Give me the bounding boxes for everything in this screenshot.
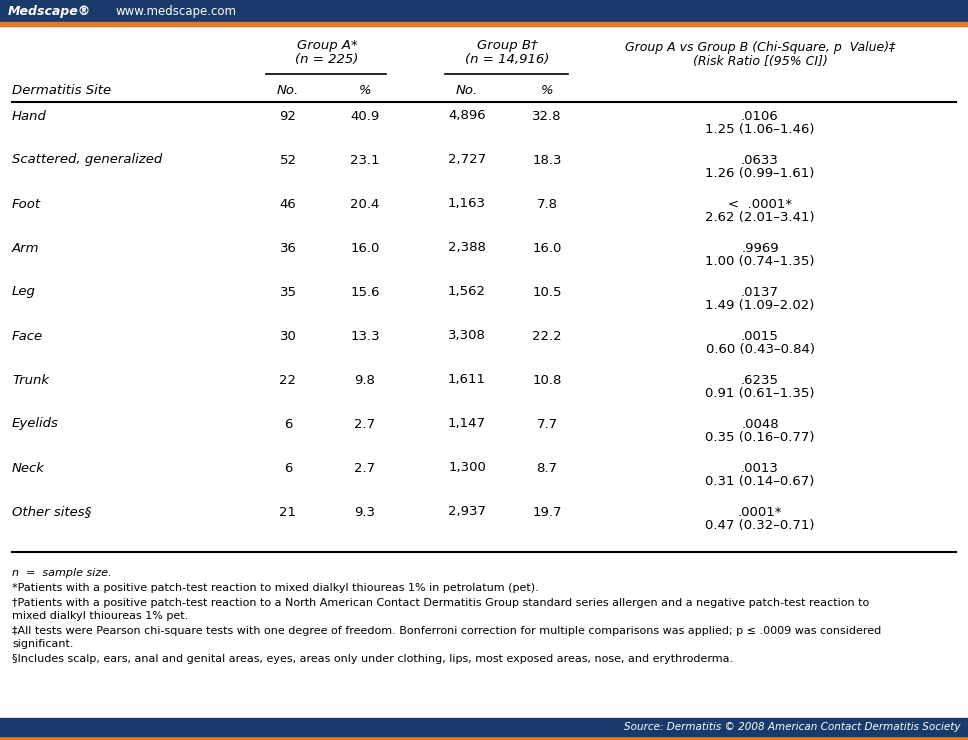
Text: 0.60 (0.43–0.84): 0.60 (0.43–0.84) xyxy=(706,343,814,357)
Text: 9.8: 9.8 xyxy=(354,374,376,386)
Text: 16.0: 16.0 xyxy=(350,241,379,255)
Text: n  =  sample size.: n = sample size. xyxy=(12,568,111,578)
Text: Eyelids: Eyelids xyxy=(12,417,59,431)
Text: Scattered, generalized: Scattered, generalized xyxy=(12,153,163,166)
Text: 19.7: 19.7 xyxy=(532,505,561,519)
Text: 46: 46 xyxy=(280,198,296,210)
Text: 2,937: 2,937 xyxy=(448,505,486,519)
Text: 9.3: 9.3 xyxy=(354,505,376,519)
Text: .9969: .9969 xyxy=(741,241,779,255)
Text: 2.7: 2.7 xyxy=(354,417,376,431)
Text: 1,163: 1,163 xyxy=(448,198,486,210)
Text: 13.3: 13.3 xyxy=(350,329,379,343)
Text: 23.1: 23.1 xyxy=(350,153,379,166)
Text: (n = 225): (n = 225) xyxy=(295,53,359,67)
Text: Neck: Neck xyxy=(12,462,45,474)
Bar xyxy=(0,718,968,736)
Text: 8.7: 8.7 xyxy=(536,462,558,474)
Text: 35: 35 xyxy=(280,286,296,298)
Text: www.medscape.com: www.medscape.com xyxy=(115,4,236,18)
Text: No.: No. xyxy=(456,84,478,96)
Text: †Patients with a positive patch-test reaction to a North American Contact Dermat: †Patients with a positive patch-test rea… xyxy=(12,598,869,608)
Text: 40.9: 40.9 xyxy=(350,110,379,123)
Text: Trunk: Trunk xyxy=(12,374,49,386)
Text: 30: 30 xyxy=(280,329,296,343)
Text: 3,308: 3,308 xyxy=(448,329,486,343)
Text: §Includes scalp, ears, anal and genital areas, eyes, areas only under clothing, : §Includes scalp, ears, anal and genital … xyxy=(12,654,733,664)
Text: %: % xyxy=(359,84,372,96)
Text: 1,611: 1,611 xyxy=(448,374,486,386)
Text: Other sites§: Other sites§ xyxy=(12,505,91,519)
Text: 2.7: 2.7 xyxy=(354,462,376,474)
Text: 0.31 (0.14–0.67): 0.31 (0.14–0.67) xyxy=(706,476,815,488)
Text: 32.8: 32.8 xyxy=(532,110,561,123)
Text: 36: 36 xyxy=(280,241,296,255)
Text: .0013: .0013 xyxy=(741,462,779,474)
Text: .0048: .0048 xyxy=(741,417,779,431)
Text: 7.7: 7.7 xyxy=(536,417,558,431)
Text: 1.00 (0.74–1.35): 1.00 (0.74–1.35) xyxy=(706,255,815,269)
Text: 2.62 (2.01–3.41): 2.62 (2.01–3.41) xyxy=(705,212,815,224)
Text: 10.8: 10.8 xyxy=(532,374,561,386)
Text: Group B†: Group B† xyxy=(477,39,538,53)
Text: (Risk Ratio [(95% CI]): (Risk Ratio [(95% CI]) xyxy=(692,56,828,69)
Text: Group A*: Group A* xyxy=(296,39,357,53)
Text: Hand: Hand xyxy=(12,110,46,123)
Text: 1,562: 1,562 xyxy=(448,286,486,298)
Text: .0633: .0633 xyxy=(741,153,779,166)
Text: 1,300: 1,300 xyxy=(448,462,486,474)
Text: 1,147: 1,147 xyxy=(448,417,486,431)
Text: 92: 92 xyxy=(280,110,296,123)
Text: .0015: .0015 xyxy=(741,329,779,343)
Bar xyxy=(0,0,968,22)
Text: .0106: .0106 xyxy=(741,110,779,123)
Text: 0.47 (0.32–0.71): 0.47 (0.32–0.71) xyxy=(706,519,815,533)
Text: .0001*: .0001* xyxy=(738,505,782,519)
Text: No.: No. xyxy=(277,84,299,96)
Text: 6: 6 xyxy=(284,462,292,474)
Text: 7.8: 7.8 xyxy=(536,198,558,210)
Text: <  .0001*: < .0001* xyxy=(728,198,792,210)
Bar xyxy=(0,22,968,26)
Text: 2,388: 2,388 xyxy=(448,241,486,255)
Text: ‡All tests were Pearson chi-square tests with one degree of freedom. Bonferroni : ‡All tests were Pearson chi-square tests… xyxy=(12,626,881,636)
Text: 20.4: 20.4 xyxy=(350,198,379,210)
Text: Source: Dermatitis © 2008 American Contact Dermatitis Society: Source: Dermatitis © 2008 American Conta… xyxy=(623,722,960,732)
Text: 2,727: 2,727 xyxy=(448,153,486,166)
Text: 10.5: 10.5 xyxy=(532,286,561,298)
Text: .0137: .0137 xyxy=(741,286,779,298)
Text: (n = 14,916): (n = 14,916) xyxy=(466,53,550,67)
Text: Foot: Foot xyxy=(12,198,41,210)
Text: 21: 21 xyxy=(280,505,296,519)
Text: 1.49 (1.09–2.02): 1.49 (1.09–2.02) xyxy=(706,300,815,312)
Text: mixed dialkyl thioureas 1% pet.: mixed dialkyl thioureas 1% pet. xyxy=(12,611,188,621)
Text: 16.0: 16.0 xyxy=(532,241,561,255)
Text: 1.25 (1.06–1.46): 1.25 (1.06–1.46) xyxy=(706,124,815,136)
Text: Face: Face xyxy=(12,329,44,343)
Text: 0.35 (0.16–0.77): 0.35 (0.16–0.77) xyxy=(706,431,815,445)
Text: Dermatitis Site: Dermatitis Site xyxy=(12,84,111,96)
Text: Leg: Leg xyxy=(12,286,36,298)
Text: 4,896: 4,896 xyxy=(448,110,486,123)
Text: 18.3: 18.3 xyxy=(532,153,561,166)
Text: %: % xyxy=(541,84,554,96)
Text: Arm: Arm xyxy=(12,241,40,255)
Text: 0.91 (0.61–1.35): 0.91 (0.61–1.35) xyxy=(706,388,815,400)
Bar xyxy=(0,736,968,740)
Text: 52: 52 xyxy=(280,153,296,166)
Text: *Patients with a positive patch-test reaction to mixed dialkyl thioureas 1% in p: *Patients with a positive patch-test rea… xyxy=(12,583,539,593)
Text: 6: 6 xyxy=(284,417,292,431)
Text: 22: 22 xyxy=(280,374,296,386)
Text: 15.6: 15.6 xyxy=(350,286,379,298)
Text: Medscape®: Medscape® xyxy=(8,4,91,18)
Text: 22.2: 22.2 xyxy=(532,329,561,343)
Text: Group A vs Group B (Chi-Square, p  Value)‡: Group A vs Group B (Chi-Square, p Value)… xyxy=(624,41,895,55)
Text: .6235: .6235 xyxy=(741,374,779,386)
Text: significant.: significant. xyxy=(12,639,74,649)
Text: 1.26 (0.99–1.61): 1.26 (0.99–1.61) xyxy=(706,167,815,181)
